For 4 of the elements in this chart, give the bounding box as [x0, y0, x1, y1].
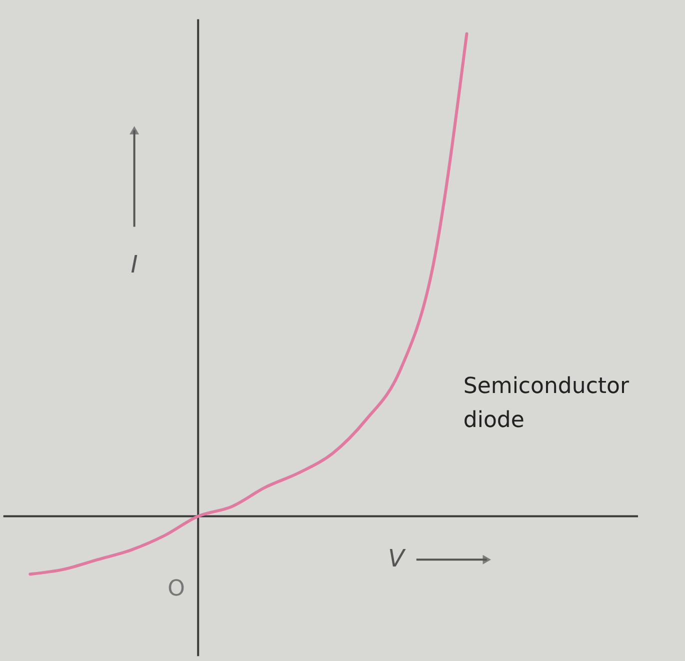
annotation: Semiconductor diode	[463, 374, 630, 433]
y-axis-title: I	[130, 250, 138, 278]
text: O	[168, 576, 185, 602]
x-axis-title: V	[388, 544, 406, 573]
